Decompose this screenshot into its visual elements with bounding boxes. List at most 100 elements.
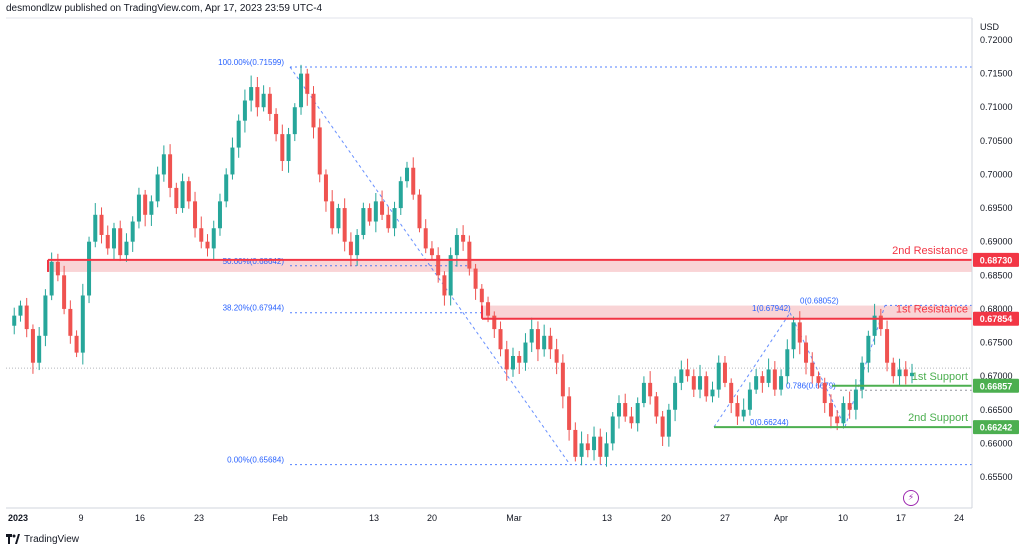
candle-body bbox=[679, 369, 684, 383]
level-label: 1st Support bbox=[912, 371, 968, 383]
candle bbox=[43, 289, 48, 347]
candle bbox=[779, 369, 784, 396]
candle-body bbox=[841, 403, 846, 424]
candle bbox=[367, 203, 372, 226]
candle-body bbox=[373, 201, 378, 222]
level-label: 1st Resistance bbox=[896, 304, 968, 316]
candle-body bbox=[654, 396, 659, 417]
candle bbox=[772, 361, 777, 396]
y-tick-label: 0.68000 bbox=[980, 304, 1013, 314]
candle-body bbox=[205, 241, 210, 249]
price-label-box: 0.67854 bbox=[973, 311, 1019, 326]
candle bbox=[467, 235, 472, 276]
candle-body bbox=[567, 396, 572, 430]
candle-body bbox=[754, 376, 759, 390]
candle-body bbox=[486, 302, 491, 316]
candle bbox=[473, 263, 478, 300]
candle-body bbox=[124, 241, 129, 256]
candle bbox=[648, 371, 653, 405]
candle-body bbox=[342, 208, 347, 242]
candle-body bbox=[860, 362, 865, 390]
candle bbox=[55, 253, 60, 282]
candle bbox=[423, 219, 428, 254]
candle bbox=[93, 203, 98, 248]
candle-body bbox=[255, 87, 260, 108]
candle-body bbox=[648, 382, 653, 397]
fib-label: 0(0.66244) bbox=[750, 418, 789, 427]
candle bbox=[373, 192, 378, 233]
candle-body bbox=[598, 436, 603, 457]
fib-label: 1(0.67942) bbox=[752, 304, 791, 313]
candle bbox=[479, 284, 484, 307]
candle bbox=[529, 317, 534, 353]
x-tick-label: 10 bbox=[838, 513, 848, 523]
candle-body bbox=[735, 403, 740, 417]
candle bbox=[149, 195, 154, 226]
candle bbox=[236, 114, 241, 158]
candle bbox=[673, 376, 678, 422]
candle bbox=[616, 395, 621, 429]
candle-body bbox=[610, 416, 615, 444]
candle-body bbox=[311, 93, 316, 128]
candle-body bbox=[193, 201, 198, 229]
fib-label: 50.00%(0.68642) bbox=[223, 257, 285, 266]
candle-body bbox=[423, 228, 428, 249]
candle bbox=[685, 358, 690, 382]
x-tick-label: 9 bbox=[78, 513, 83, 523]
candle-body bbox=[267, 93, 272, 114]
candle-body bbox=[161, 154, 166, 175]
price-label-text: 0.66857 bbox=[980, 381, 1013, 391]
candle-body bbox=[885, 329, 890, 363]
candle-body bbox=[442, 275, 447, 296]
candle-body bbox=[510, 355, 515, 370]
candle-body bbox=[604, 443, 609, 457]
candle bbox=[897, 358, 902, 387]
candle-body bbox=[168, 154, 173, 188]
candle bbox=[292, 103, 297, 142]
candle bbox=[118, 220, 123, 262]
candle-body bbox=[93, 214, 98, 242]
candle-body bbox=[330, 201, 335, 229]
candle-body bbox=[779, 376, 784, 390]
candle-body bbox=[666, 409, 671, 437]
price-label-bg bbox=[973, 252, 1019, 267]
candle bbox=[629, 406, 634, 429]
candle bbox=[891, 357, 896, 384]
candle-body bbox=[386, 214, 391, 229]
price-label-box: 0.66857 bbox=[973, 378, 1019, 393]
candle bbox=[186, 176, 191, 209]
candle-body bbox=[136, 194, 141, 222]
y-tick-label: 0.65500 bbox=[980, 472, 1013, 482]
y-tick-label: 0.67500 bbox=[980, 338, 1013, 348]
candle-body bbox=[847, 403, 852, 410]
candle bbox=[598, 428, 603, 465]
candle-body bbox=[155, 174, 160, 202]
candle bbox=[24, 297, 29, 338]
x-tick-label: 17 bbox=[896, 513, 906, 523]
x-tick-label: Mar bbox=[506, 513, 522, 523]
candle bbox=[274, 108, 279, 142]
candle-body bbox=[635, 403, 640, 424]
candle bbox=[280, 124, 285, 171]
candle-body bbox=[398, 181, 403, 209]
candle bbox=[828, 394, 833, 429]
candle-body bbox=[199, 228, 204, 242]
candle bbox=[380, 190, 385, 221]
candle bbox=[386, 206, 391, 233]
candle bbox=[785, 339, 790, 385]
candle-body bbox=[616, 403, 621, 417]
candle bbox=[168, 144, 173, 198]
candle-body bbox=[30, 329, 35, 363]
lightning-icon[interactable]: ⚡ bbox=[903, 490, 919, 506]
candle-body bbox=[504, 349, 509, 370]
candle-body bbox=[498, 329, 503, 350]
candle bbox=[80, 283, 85, 365]
candle-body bbox=[816, 376, 821, 383]
y-tick-label: 0.68500 bbox=[980, 270, 1013, 280]
candle bbox=[249, 75, 254, 112]
candle bbox=[392, 201, 397, 237]
candle-body bbox=[417, 194, 422, 229]
candle-body bbox=[729, 382, 734, 404]
candle-body bbox=[673, 382, 678, 410]
candle bbox=[804, 335, 809, 375]
